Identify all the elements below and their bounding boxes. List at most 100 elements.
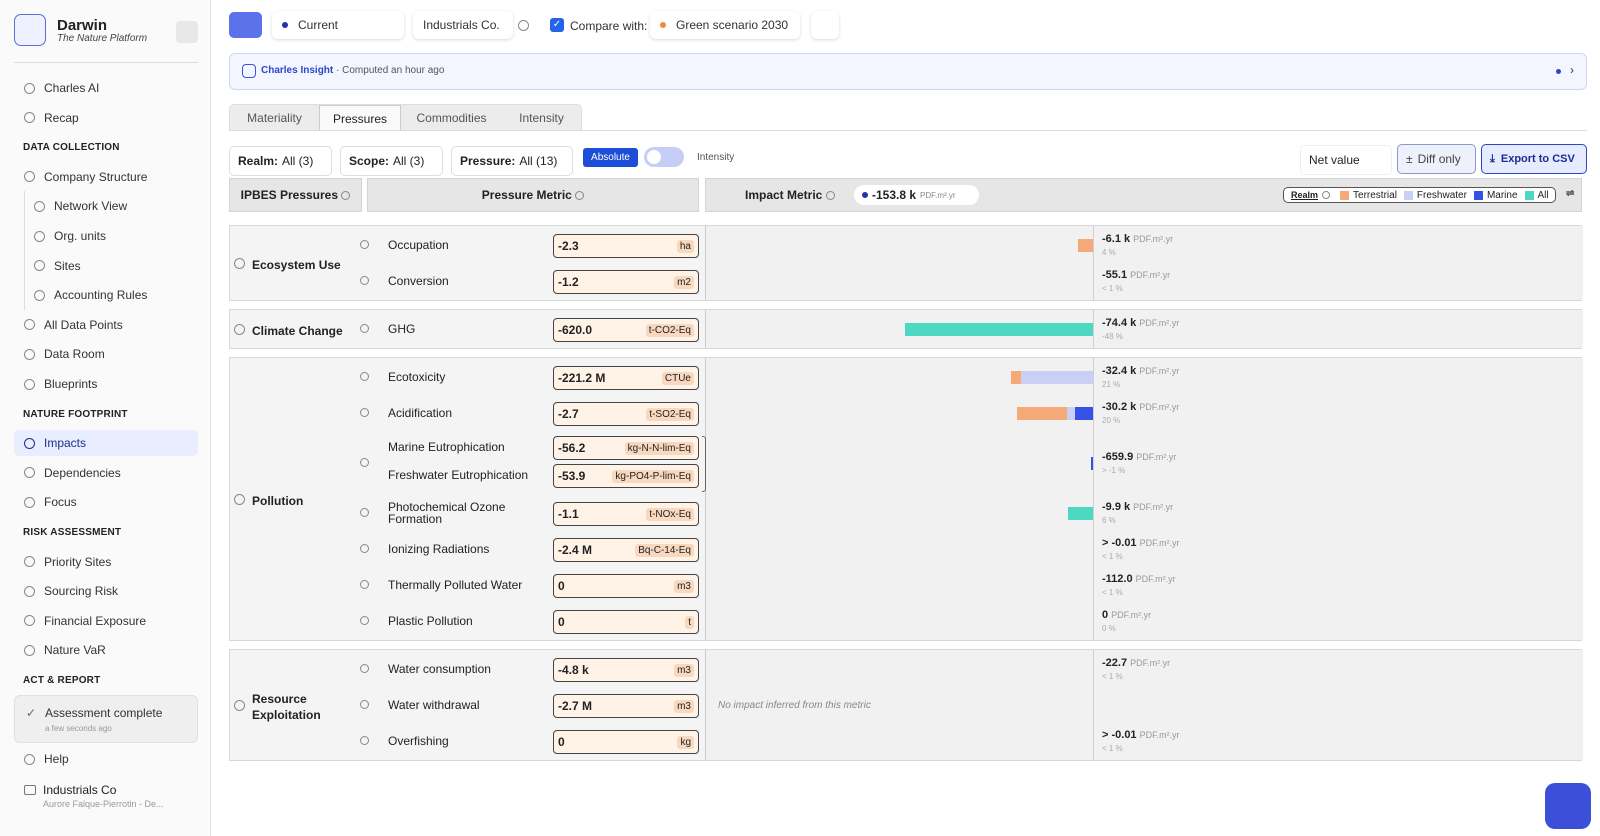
metric-icon — [360, 544, 369, 553]
nav-icon — [24, 644, 35, 656]
legend-label: Freshwater — [1416, 189, 1467, 201]
impact-unit: PDF.m².yr — [1136, 452, 1177, 462]
realm-filter[interactable]: Realm: All (3) — [229, 146, 332, 176]
legend-swatch — [1524, 190, 1534, 200]
pressure-group: Resource Exploitation Water consumption -4… — [229, 649, 1583, 761]
total-chip: -153.8 k PDF.m².yr — [854, 185, 979, 205]
idea-button[interactable] — [811, 11, 839, 39]
tree-line — [24, 191, 25, 310]
nav-item[interactable]: Company Structure — [14, 164, 198, 190]
net-value-select[interactable]: Net value — [1300, 145, 1392, 175]
nav-item[interactable]: Charles AI — [14, 75, 198, 101]
nav-item[interactable]: Focus — [14, 489, 198, 515]
metric-name: Plastic Pollution — [388, 614, 473, 628]
pressure-group: Ecosystem Use Occupation -2.3 ha -6.1 k PDF.m… — [229, 225, 1583, 301]
nav-item[interactable]: Priority Sites — [14, 549, 198, 575]
filter-label: Realm: — [238, 154, 279, 168]
impact-value: 0 — [1102, 609, 1109, 621]
nav-label: Data Room — [44, 347, 105, 362]
metric-icon — [360, 664, 369, 673]
nav-item[interactable]: Sites — [24, 253, 198, 279]
tab[interactable]: Pressures — [319, 105, 401, 131]
impact-share: 4 % — [1102, 248, 1116, 257]
nav-label: Financial Exposure — [44, 613, 147, 628]
nav-item[interactable]: Recap — [14, 105, 198, 131]
metric-value-box: -2.7 M m3 — [553, 694, 699, 718]
export-button[interactable]: ⤓ Export to CSV — [1481, 144, 1587, 174]
org-name: Industrials Co — [43, 783, 117, 797]
tab[interactable]: Commodities — [416, 111, 487, 125]
divider — [14, 62, 198, 63]
absolute-badge[interactable]: Absolute — [583, 148, 638, 167]
impact-line: -112.0 PDF.m².yr — [1102, 573, 1176, 585]
metric-unit: m3 — [674, 699, 694, 713]
nav-item[interactable]: Impacts — [14, 430, 198, 457]
impact-value: -55.1 — [1102, 269, 1128, 281]
metric-name: Freshwater Eutrophication — [388, 468, 529, 482]
nav-icon — [34, 289, 45, 301]
nav-item[interactable]: Network View — [24, 193, 198, 219]
nav-item[interactable]: Org. units — [24, 223, 198, 249]
metric-unit: kg — [677, 735, 694, 749]
scenario-pill[interactable]: Green scenario 2030 — [650, 11, 800, 39]
metric-icon — [360, 700, 369, 709]
nav-label: Org. units — [54, 229, 107, 243]
legend-swatch — [1403, 190, 1413, 200]
nav-item[interactable]: Sourcing Risk — [14, 578, 198, 604]
metric-name: Acidification — [388, 406, 453, 420]
current-pill[interactable]: Current — [272, 11, 404, 39]
zero-line — [1093, 226, 1094, 300]
compare-label: Compare with: — [570, 19, 648, 33]
nav-item[interactable]: Accounting Rules — [24, 282, 198, 308]
tab[interactable]: Materiality — [247, 111, 302, 125]
nav-item[interactable]: Dependencies — [14, 460, 198, 486]
realm-legend: Realm Terrestrial Freshwater Marine All — [1283, 187, 1556, 203]
metric-icon — [360, 736, 369, 745]
scope-filter[interactable]: Scope: All (3) — [340, 146, 443, 176]
impact-unit: PDF.m².yr — [1111, 610, 1152, 620]
metric-name: Conversion — [388, 274, 449, 288]
nav-label: Sourcing Risk — [44, 584, 119, 599]
legend-label: Terrestrial — [1353, 189, 1397, 201]
metric-value-box: -221.2 M CTUe — [553, 366, 699, 390]
metric-value: -56.2 — [558, 441, 586, 455]
nav-item[interactable]: All Data Points — [14, 312, 198, 338]
scenario-label: Green scenario 2030 — [676, 18, 789, 32]
tab[interactable]: Intensity — [519, 111, 564, 125]
collapse-button[interactable] — [176, 21, 198, 43]
header-label: Pressure Metric — [481, 188, 572, 202]
metric-value-box: -1.2 m2 — [553, 270, 699, 294]
nav-item[interactable]: Data Room — [14, 341, 198, 367]
insight-bar[interactable]: Charles Insight · Computed an hour ago › — [229, 53, 1587, 90]
view-button[interactable] — [229, 12, 262, 38]
impact-header: Impact Metric -153.8 k PDF.m².yr Realm T… — [705, 178, 1582, 212]
impact-bar — [1017, 407, 1067, 420]
tab-bar: Materiality Pressures Commodities Intensity — [229, 104, 582, 131]
pressure-filter[interactable]: Pressure: All (13) — [451, 146, 573, 176]
impact-line: -32.4 k PDF.m².yr — [1102, 365, 1179, 377]
nav-item[interactable]: Nature VaR — [14, 637, 198, 663]
nav-label: Impacts — [44, 436, 87, 451]
metric-value: 0 — [558, 615, 565, 629]
compare-checkbox[interactable]: ✓ — [550, 18, 564, 32]
settings-icon[interactable]: ⇌ — [1566, 188, 1575, 199]
nav-item[interactable]: Blueprints — [14, 371, 198, 397]
zero-line — [1093, 310, 1094, 348]
metric-value-box: -53.9 kg-PO4-P-lim-Eq — [553, 464, 699, 488]
mode-toggle[interactable] — [644, 147, 684, 167]
metric-unit: kg-N-N-lim-Eq — [624, 441, 694, 455]
metric-value: 0 — [558, 579, 565, 593]
help-link[interactable]: Help — [14, 746, 198, 772]
chat-button[interactable] — [1545, 783, 1591, 829]
metric-icon — [360, 458, 369, 467]
diff-only-button[interactable]: ± Diff only — [1397, 144, 1476, 174]
tab-underline — [229, 130, 1587, 131]
metric-icon — [360, 324, 369, 333]
impact-value: -74.4 k — [1102, 317, 1137, 329]
nav-item[interactable]: Financial Exposure — [14, 608, 198, 634]
metric-unit: t-CO2-Eq — [645, 323, 694, 337]
metric-value-box: -2.3 ha — [553, 234, 699, 258]
impact-unit: PDF.m².yr — [1133, 234, 1174, 244]
nav-icon — [24, 112, 35, 124]
company-pill[interactable]: Industrials Co. — [413, 11, 513, 39]
